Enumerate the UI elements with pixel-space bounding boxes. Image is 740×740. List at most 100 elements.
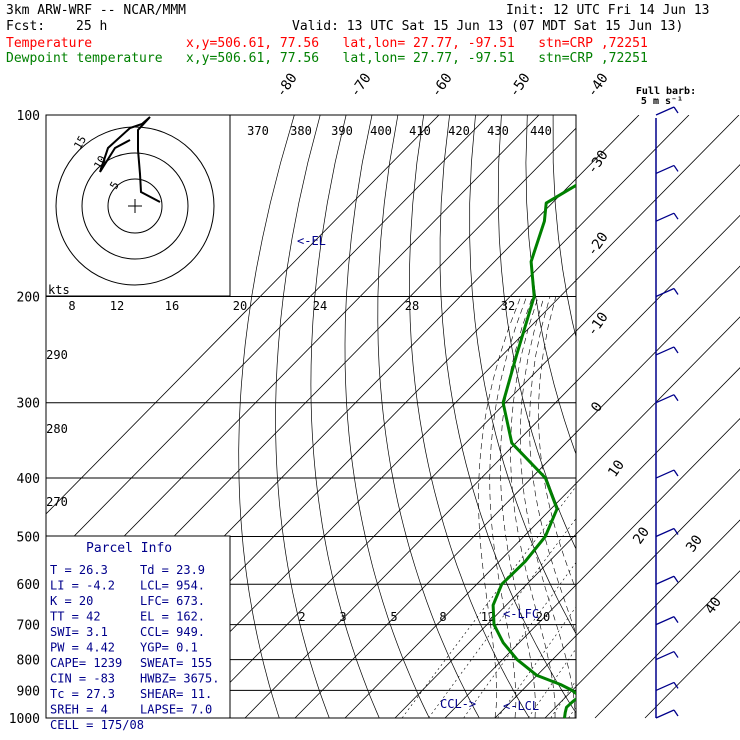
theta-label: 440 xyxy=(530,124,552,138)
parcel-info-value: SWI= 3.1 xyxy=(50,625,108,639)
wind-barb xyxy=(655,527,675,538)
mixing-ratio-label: 24 xyxy=(313,299,327,313)
isotherm-line xyxy=(294,265,740,719)
mixing-ratio-label: 20 xyxy=(536,610,550,624)
mixing-ratio-label: 12 xyxy=(110,299,124,313)
wind-barb-flag xyxy=(673,212,679,220)
theta-label: 410 xyxy=(409,124,431,138)
isotherm-line xyxy=(444,417,740,719)
hodograph-ring-label: 15 xyxy=(71,134,89,152)
parcel-info-value: SWEAT= 155 xyxy=(140,656,212,670)
temperature-tick-label: 30 xyxy=(683,532,706,555)
isotherm-line xyxy=(394,367,740,719)
theta-label: 400 xyxy=(370,124,392,138)
isotherm-line xyxy=(494,468,740,719)
pressure-label: 700 xyxy=(17,619,40,634)
dry-adiabat xyxy=(683,115,740,718)
temperature-tick-label: -10 xyxy=(584,309,612,339)
dry-adiabat xyxy=(469,115,576,635)
dry-adiabat xyxy=(497,115,576,550)
parcel-info-value: YGP= 0.1 xyxy=(140,641,198,655)
lcl-marker: <-LCL xyxy=(503,699,539,713)
temperature-profile xyxy=(580,115,727,718)
temperature-tick-label: 0 xyxy=(588,399,606,415)
isotherm-line xyxy=(594,570,740,719)
pressure-label: 400 xyxy=(17,472,40,487)
dry-adiabat xyxy=(605,115,740,718)
parcel-info-title: Parcel Info xyxy=(86,541,172,556)
pressure-label: 800 xyxy=(17,654,40,669)
lfc-marker: <-LFC xyxy=(503,607,539,621)
mixing-ratio-line xyxy=(463,561,576,719)
theta-label: 280 xyxy=(46,422,68,436)
temperature-tick-label: 40 xyxy=(702,594,725,617)
wind-barb xyxy=(655,346,675,356)
parcel-info-value: PW = 4.42 xyxy=(50,641,115,655)
wind-barb xyxy=(655,709,675,719)
parcel-info-value: TT = 42 xyxy=(50,610,101,624)
parcel-info-panel xyxy=(45,535,231,719)
dry-adiabat xyxy=(409,115,530,719)
pressure-label: 900 xyxy=(17,684,40,699)
chart-title: 3km ARW-WRF -- NCAR/MMM xyxy=(6,3,187,18)
mixing-ratio-label: 3 xyxy=(339,610,346,624)
theta-label: 390 xyxy=(331,124,353,138)
dry-adiabat xyxy=(552,115,576,339)
temperature-tick-label: -70 xyxy=(347,70,375,100)
parcel-info-value: LFC= 673. xyxy=(140,594,205,608)
dry-adiabat xyxy=(631,115,740,718)
wind-barb xyxy=(655,469,675,479)
moist-adiabat xyxy=(538,296,576,591)
temperature-tick-label: -20 xyxy=(584,229,612,259)
dry-adiabat xyxy=(734,115,740,718)
theta-label: 380 xyxy=(290,124,312,138)
wind-barb xyxy=(655,394,675,404)
isotherm-line xyxy=(144,115,740,719)
moist-adiabat xyxy=(489,296,527,719)
dry-adiabat xyxy=(344,115,430,719)
wind-barb-flag xyxy=(673,682,679,689)
mixing-ratio-line xyxy=(401,486,576,719)
valid-time: Valid: 13 UTC Sat 15 Jun 13 (07 MDT Sat … xyxy=(292,19,684,34)
pressure-label: 100 xyxy=(17,109,40,124)
pressure-label: 1000 xyxy=(9,712,40,727)
dry-adiabat xyxy=(377,115,480,719)
temperature-tick-label: -50 xyxy=(506,70,534,100)
hodograph-units-label: kts xyxy=(48,283,70,297)
dry-adiabat xyxy=(310,115,380,719)
isotherm-line xyxy=(46,115,440,515)
init-time: Init: 12 UTC Fri 14 Jun 13 xyxy=(506,3,710,18)
mixing-ratio-label: 5 xyxy=(390,610,397,624)
hodograph-ring xyxy=(107,178,163,234)
theta-label: 370 xyxy=(247,124,269,138)
wind-barb xyxy=(655,616,675,626)
mixing-ratio-label: 8 xyxy=(439,610,446,624)
wind-header-units: 5 m s⁻¹ xyxy=(641,96,683,107)
theta-label: 430 xyxy=(487,124,509,138)
wind-barb-flag xyxy=(673,288,679,295)
moist-adiabat xyxy=(519,296,576,719)
mixing-ratio-line xyxy=(428,518,576,719)
mixing-ratio-line xyxy=(550,680,576,719)
pressure-label: 500 xyxy=(17,530,40,545)
mixing-ratio-label: 2 xyxy=(298,610,305,624)
wind-barb-flag xyxy=(673,106,679,114)
temperature-tick-label: -30 xyxy=(584,147,612,177)
dry-adiabat xyxy=(275,115,330,719)
parcel-info-value: CCL= 949. xyxy=(140,625,205,639)
wind-header-title: Full barb: xyxy=(636,86,696,97)
wind-barb xyxy=(655,106,675,116)
mixing-ratio-label: 20 xyxy=(233,299,247,313)
theta-label: 420 xyxy=(448,124,470,138)
isotherm-line xyxy=(194,164,740,719)
parcel-info-value: LAPSE= 7.0 xyxy=(140,703,212,717)
wind-barb-flag xyxy=(673,165,679,172)
hodograph-trace xyxy=(99,116,161,203)
moist-adiabat xyxy=(510,296,556,719)
dry-adiabat xyxy=(439,115,576,714)
parcel-info-value: LCL= 954. xyxy=(140,579,205,593)
mixing-ratio-line xyxy=(568,706,576,719)
pressure-label: 300 xyxy=(17,397,40,412)
parcel-info-value: LI = -4.2 xyxy=(50,579,115,593)
